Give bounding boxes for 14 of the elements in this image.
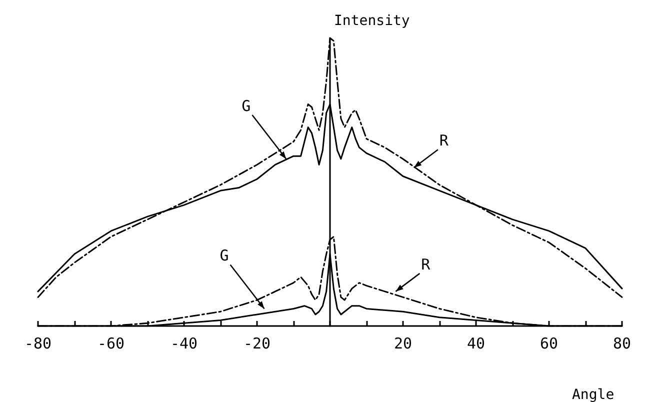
annotation: R	[421, 255, 432, 274]
x-tick-label: -80	[24, 334, 52, 352]
x-tick-label: 60	[540, 334, 558, 352]
x-tick-label: 20	[394, 334, 412, 352]
x-tick-label: -40	[170, 334, 198, 352]
annotation: G	[220, 246, 229, 265]
x-tick-label: 80	[612, 334, 632, 352]
x-tick-label: -20	[243, 334, 271, 352]
x-tick-label: 40	[466, 334, 486, 352]
x-axis-title: Angle	[572, 387, 614, 402]
annotation: R	[439, 132, 450, 150]
x-tick-label: -60	[97, 334, 125, 352]
annotation: G	[242, 96, 251, 115]
y-axis-title: Intensity	[334, 13, 410, 29]
